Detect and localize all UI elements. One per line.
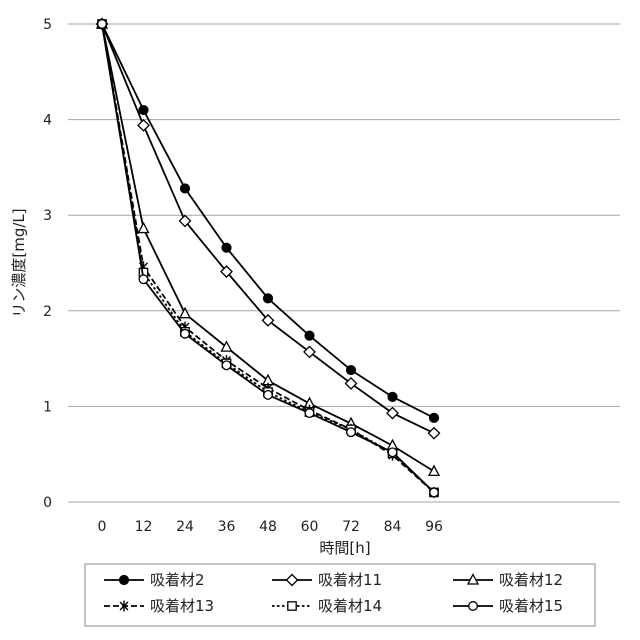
data-point	[139, 275, 148, 284]
data-point	[222, 342, 232, 352]
data-point	[222, 361, 231, 370]
x-axis-label: 時間[h]	[319, 539, 370, 557]
data-point	[139, 223, 149, 233]
y-tick-labels: 0 1 2 3 4 5	[43, 17, 52, 511]
legend-label: 吸着材15	[499, 597, 563, 615]
y-tick-label: 5	[43, 17, 52, 33]
data-point	[469, 602, 478, 611]
x-tick-label: 24	[176, 519, 194, 535]
data-point	[429, 413, 438, 422]
series-4	[98, 19, 438, 498]
data-point	[264, 391, 273, 400]
series-line	[102, 24, 434, 492]
x-tick-label: 0	[98, 519, 107, 535]
x-tick-label: 96	[425, 519, 443, 535]
series-line	[102, 24, 434, 471]
data-point	[305, 409, 314, 418]
chart: 012345 01224364860728496 時間[h] リン濃度[mg/L…	[0, 0, 640, 640]
grid	[68, 24, 620, 502]
data-point	[430, 488, 439, 497]
data-point	[119, 575, 128, 584]
series-line	[102, 24, 434, 492]
legend-label: 吸着材14	[318, 597, 382, 615]
data-point	[429, 428, 440, 439]
x-tick-label: 84	[384, 519, 402, 535]
y-tick-label: 2	[43, 304, 52, 320]
data-point	[180, 184, 189, 193]
data-point	[138, 120, 149, 131]
x-tick-label: 36	[218, 519, 236, 535]
series-line	[102, 24, 434, 418]
y-tick-label: 4	[43, 113, 52, 129]
series-1	[97, 19, 438, 422]
y-tick-label: 3	[43, 208, 52, 224]
y-axis-label: リン濃度[mg/L]	[10, 208, 28, 317]
legend-label: 吸着材13	[150, 597, 214, 615]
data-point	[222, 243, 231, 252]
data-point	[388, 448, 397, 457]
legend-label: 吸着材2	[150, 571, 205, 589]
data-point	[305, 331, 314, 340]
x-tick-labels: 0 12 24 36 48 60 72 84 96	[98, 519, 443, 535]
x-tick-label: 12	[135, 519, 153, 535]
series-5	[98, 20, 438, 497]
data-point	[180, 308, 190, 318]
x-tick-label: 72	[342, 519, 360, 535]
data-point	[388, 392, 397, 401]
data-point	[181, 329, 190, 338]
series-line	[102, 24, 434, 433]
x-tick-label: 48	[259, 519, 277, 535]
line-chart: 012345 01224364860728496 時間[h] リン濃度[mg/L…	[0, 0, 640, 640]
x-tick-label: 60	[301, 519, 319, 535]
series-lines	[97, 19, 440, 498]
data-point	[346, 365, 355, 374]
data-point	[347, 428, 356, 437]
data-point	[98, 20, 107, 29]
legend-label: 吸着材11	[318, 571, 382, 589]
legend-label: 吸着材12	[499, 571, 563, 589]
series-line	[102, 24, 434, 492]
y-tick-label: 0	[43, 495, 52, 511]
y-tick-label: 1	[43, 399, 52, 415]
series-6	[98, 20, 439, 497]
data-point	[288, 602, 296, 610]
data-point	[429, 466, 439, 476]
data-point	[139, 105, 148, 114]
data-point	[263, 294, 272, 303]
legend: 吸着材2 吸着材11 吸着材12 吸着材13 吸着材14 吸着材15	[85, 564, 595, 626]
